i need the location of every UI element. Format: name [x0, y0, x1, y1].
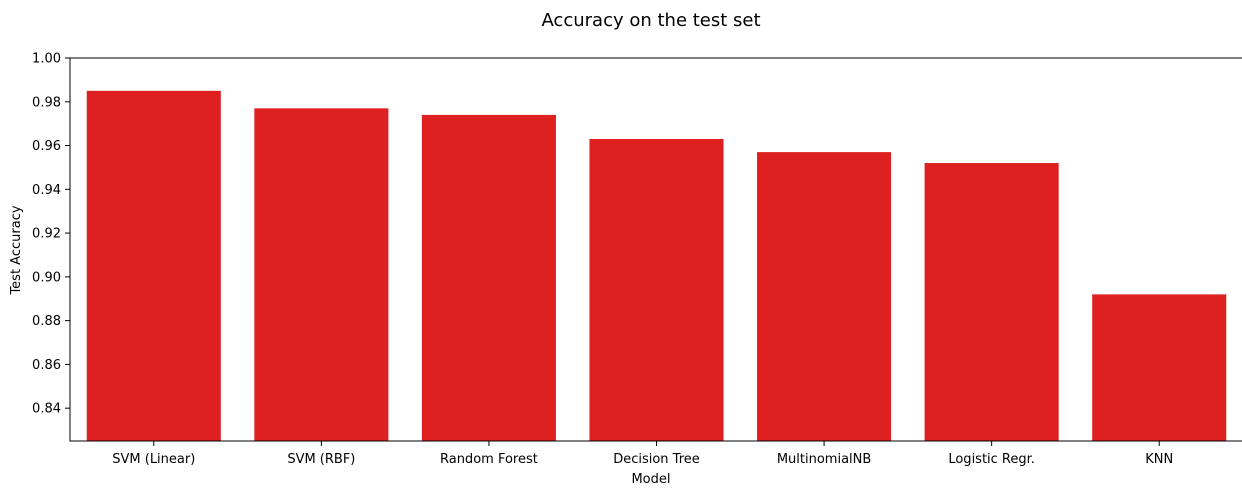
y-tick-label-2: 0.88 — [32, 314, 61, 329]
x-tick-label-2: Random Forest — [440, 452, 538, 467]
x-tick-label-5: Logistic Regr. — [948, 452, 1035, 467]
bar-4 — [757, 152, 892, 441]
bar-0 — [86, 90, 221, 441]
y-tick-label-3: 0.90 — [32, 270, 61, 285]
bar-2 — [421, 114, 556, 441]
bar-5 — [924, 163, 1059, 441]
y-tick-label-0: 0.84 — [32, 402, 61, 417]
y-axis: 0.84 0.86 0.88 0.90 0.92 0.94 0.96 0.98 1.00 — [32, 52, 70, 417]
x-tick-label-4: MultinomialNB — [777, 452, 871, 467]
y-tick-label-4: 0.92 — [32, 227, 61, 242]
x-tick-label-6: KNN — [1145, 452, 1173, 467]
bar-6 — [1092, 294, 1227, 441]
bar-1 — [254, 108, 389, 441]
x-tick-label-1: SVM (RBF) — [287, 452, 355, 467]
bar-3 — [589, 138, 724, 441]
y-tick-label-5: 0.94 — [32, 183, 61, 198]
x-tick-label-3: Decision Tree — [613, 452, 700, 467]
y-tick-label-6: 0.96 — [32, 139, 61, 154]
bars-group — [86, 90, 1227, 441]
x-tick-label-0: SVM (Linear) — [112, 452, 195, 467]
y-tick-label-7: 0.98 — [32, 95, 61, 110]
y-axis-label: Test Accuracy — [9, 205, 24, 295]
plot-frame — [69, 57, 1242, 442]
y-tick-label-8: 1.00 — [32, 52, 61, 67]
y-tick-label-1: 0.86 — [32, 358, 61, 373]
x-axis-label: Model — [631, 472, 670, 487]
x-axis: SVM (Linear) SVM (RBF) Random Forest Decisi… — [112, 441, 1173, 467]
chart-title: Accuracy on the test set — [541, 10, 760, 31]
